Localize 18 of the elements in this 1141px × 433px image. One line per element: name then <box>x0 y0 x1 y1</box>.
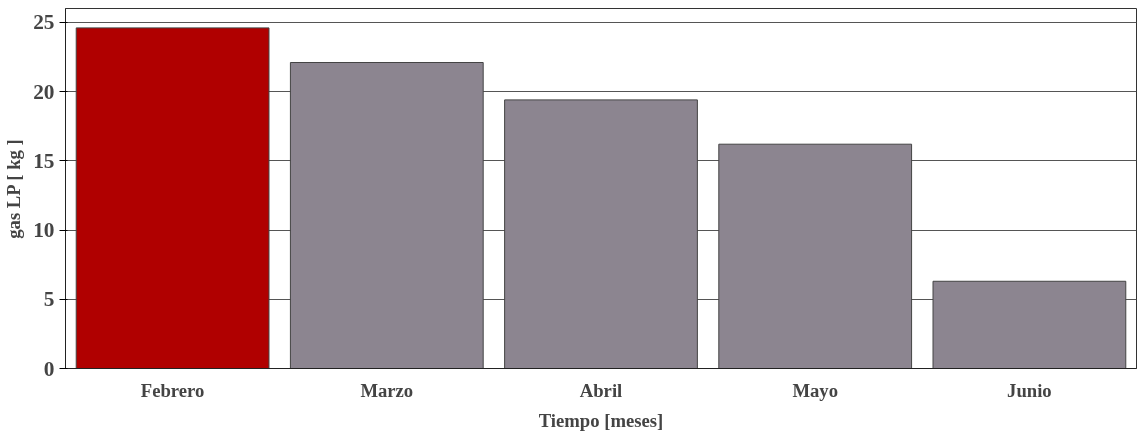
y-tick-label: 10 <box>33 218 55 243</box>
x-tick-label: Marzo <box>360 379 414 401</box>
bar <box>718 143 913 369</box>
y-tick-label: 20 <box>33 79 55 104</box>
bar <box>75 27 270 369</box>
y-tick-label: 5 <box>43 287 55 312</box>
bar <box>289 62 484 369</box>
bar <box>932 280 1127 369</box>
x-tick-label: Mayo <box>792 379 838 401</box>
y-axis-title: gas LP [ kg ] <box>3 139 25 239</box>
x-axis-title: Tiempo [meses] <box>538 409 664 431</box>
y-tick-label: 25 <box>33 10 55 35</box>
x-tick-label: Junio <box>1007 379 1052 401</box>
y-tick-label: 15 <box>33 148 55 173</box>
x-tick-label: Abril <box>579 379 623 401</box>
x-tick-label: Febrero <box>140 379 205 401</box>
bar <box>504 99 698 369</box>
y-tick-label: 0 <box>43 356 55 381</box>
